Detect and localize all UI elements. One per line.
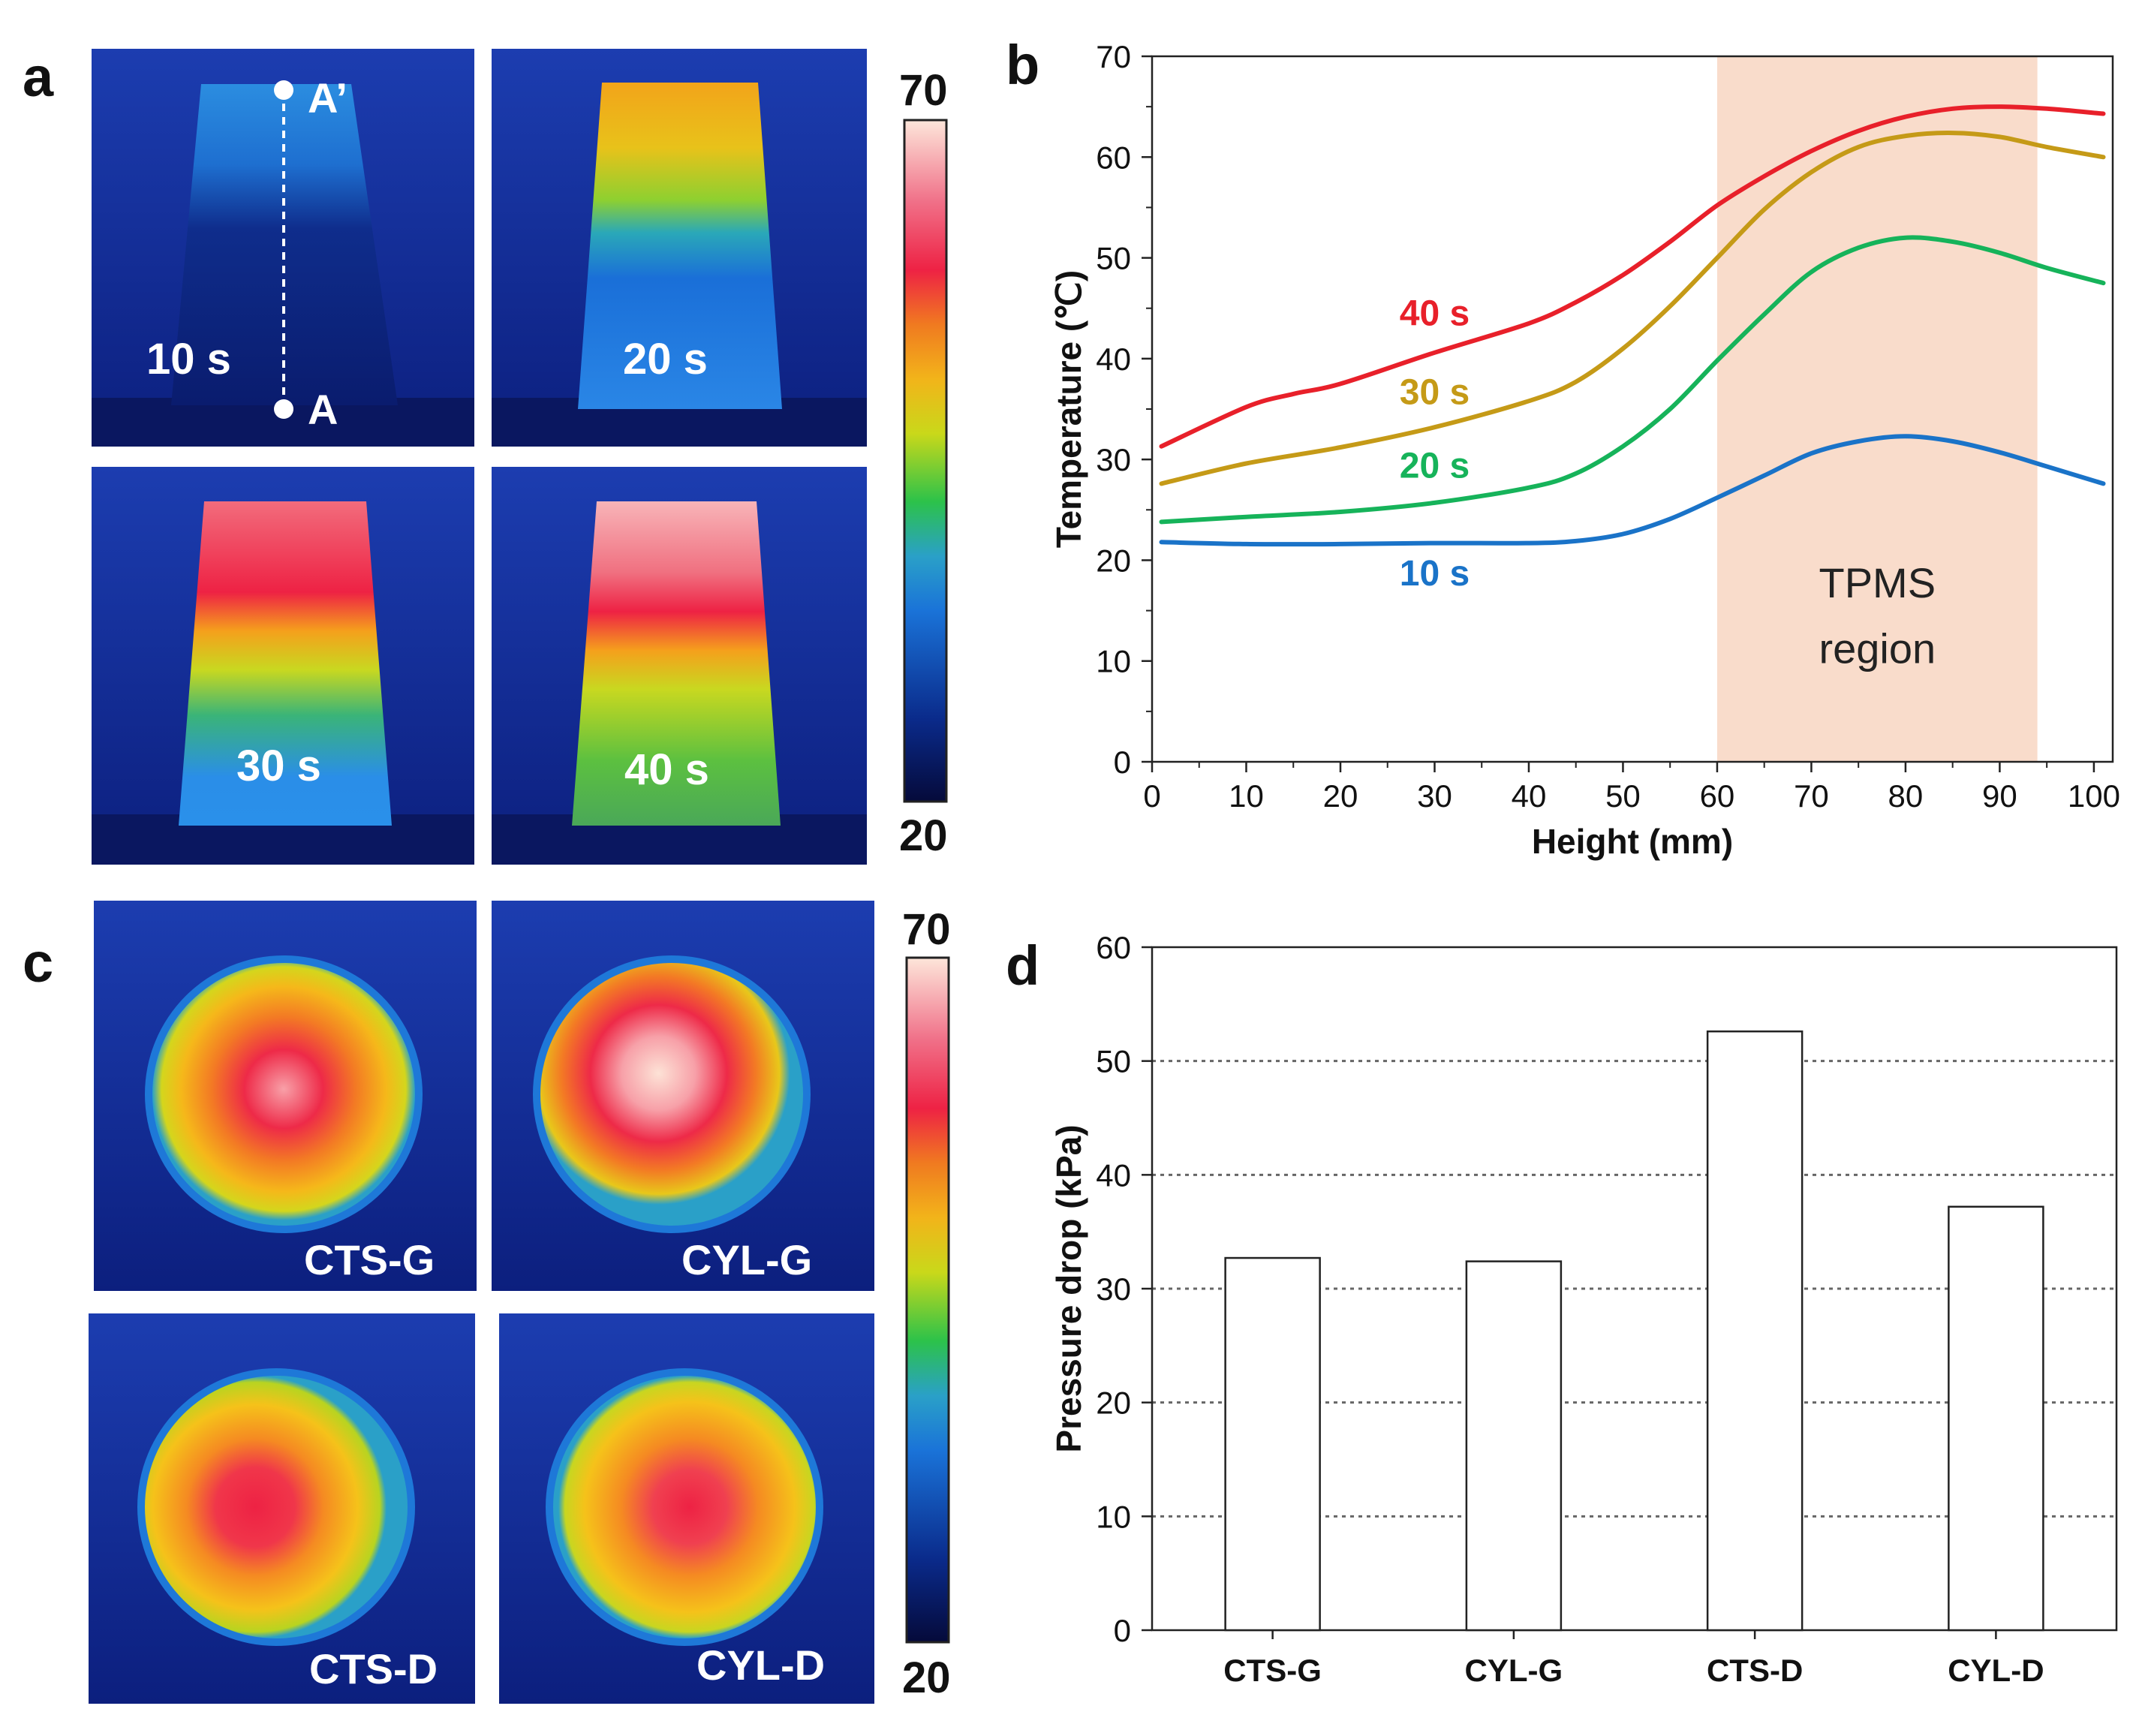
tpms-region-label-line2: region — [1819, 624, 1936, 672]
point-a-prime-marker — [274, 80, 293, 100]
panel-letter-b: b — [1006, 34, 1039, 96]
time-label-30s: 30 s — [236, 742, 321, 790]
series-line-40s — [1159, 104, 2106, 449]
x-tick-label: 40 — [1512, 778, 1547, 814]
x-tick-label: 50 — [1605, 778, 1641, 814]
point-a-prime-label: A’ — [308, 74, 347, 122]
bar-cyl-d — [1948, 1205, 2044, 1632]
colorbar-a: 70 20 — [899, 66, 948, 860]
label-cts-g: CTS-G — [304, 1236, 435, 1283]
y-tick-label: 40 — [1096, 341, 1131, 377]
category-label-cyl-g: CYL-G — [1465, 1653, 1563, 1688]
y-tick-label: 10 — [1096, 644, 1131, 679]
y-tick-label: 30 — [1096, 1271, 1131, 1307]
point-a-label: A — [308, 386, 338, 433]
x-tick-label: 60 — [1700, 778, 1735, 814]
time-label-40s: 40 s — [624, 745, 709, 794]
y-tick-label: 60 — [1096, 930, 1131, 965]
y-tick-label: 20 — [1096, 1385, 1131, 1421]
x-axis-title-b: Height (mm) — [1532, 822, 1733, 861]
panel-letter-d: d — [1006, 934, 1039, 997]
bar-cts-g — [1224, 1256, 1321, 1632]
bar-cyl-g — [1465, 1260, 1563, 1632]
x-tick-label: 0 — [1143, 778, 1160, 814]
series-line-10s — [1159, 434, 2106, 547]
category-label-cyl-d: CYL-D — [1948, 1653, 2044, 1688]
thermal-image-40s: 40 s — [492, 467, 867, 865]
colorbar-c: 70 20 — [902, 905, 951, 1702]
y-axis-title-d: Pressure drop (kPa) — [1049, 1124, 1088, 1452]
x-tick-label: 70 — [1794, 778, 1829, 814]
y-tick-label: 30 — [1096, 442, 1131, 477]
panel-letter-c: c — [23, 931, 53, 994]
y-tick-label: 70 — [1096, 39, 1131, 74]
point-a-marker — [274, 399, 293, 419]
label-cyl-d: CYL-D — [696, 1641, 825, 1689]
thermal-image-10s: A’ A 10 s — [92, 49, 474, 447]
series-line-20s — [1159, 235, 2106, 525]
y-tick-label: 0 — [1114, 1613, 1131, 1648]
temperature-chart: TPMS region 0 10 20 30 40 50 60 70 0 10 20 30 40 50 60 70… — [1049, 39, 2120, 861]
y-tick-label: 20 — [1096, 543, 1131, 578]
category-label-cts-d: CTS-D — [1707, 1653, 1803, 1688]
x-tick-label: 10 — [1229, 778, 1264, 814]
x-tick-label: 80 — [1888, 778, 1924, 814]
y-axis-title-b: Temperature (℃) — [1049, 270, 1088, 548]
x-tick-label: 30 — [1417, 778, 1452, 814]
thermal-image-cts-g: CTS-G — [94, 901, 477, 1291]
x-tick-label: 20 — [1323, 778, 1358, 814]
time-label-10s: 10 s — [146, 335, 231, 384]
thermal-image-cts-d: CTS-D — [89, 1313, 475, 1704]
thermal-image-30s: 30 s — [92, 467, 474, 865]
bar-cts-d — [1706, 1030, 1804, 1632]
y-tick-label: 50 — [1096, 1044, 1131, 1079]
y-tick-label: 50 — [1096, 241, 1131, 276]
y-tick-label: 0 — [1114, 745, 1131, 780]
colorbar-a-max: 70 — [899, 66, 948, 115]
series-label-20s: 20 s — [1400, 446, 1470, 486]
series-label-30s: 30 s — [1400, 372, 1470, 412]
colorbar-c-min: 20 — [902, 1653, 951, 1702]
category-label-cts-g: CTS-G — [1223, 1653, 1322, 1688]
y-tick-label: 10 — [1096, 1499, 1131, 1534]
series-label-40s: 40 s — [1400, 294, 1470, 334]
label-cts-d: CTS-D — [309, 1645, 438, 1692]
thermal-image-20s: 20 s — [492, 49, 867, 447]
tpms-region-label-line1: TPMS — [1819, 559, 1936, 606]
thermal-image-cyl-g: CYL-G — [492, 901, 874, 1291]
pressure-drop-chart: 0 10 20 30 40 50 60 Pressure drop (kPa) CTS-G CYL… — [1049, 930, 2118, 1688]
x-tick-label: 100 — [2068, 778, 2120, 814]
thermal-image-cyl-d: CYL-D — [499, 1313, 874, 1704]
time-label-20s: 20 s — [623, 335, 708, 384]
label-cyl-g: CYL-G — [681, 1236, 812, 1283]
colorbar-c-max: 70 — [902, 905, 951, 954]
y-tick-label: 40 — [1096, 1157, 1131, 1193]
x-tick-label: 90 — [1982, 778, 2017, 814]
colorbar-a-min: 20 — [899, 811, 948, 860]
panel-letter-a: a — [23, 46, 54, 108]
y-tick-label: 60 — [1096, 140, 1131, 175]
series-label-10s: 10 s — [1400, 554, 1470, 594]
series-line-30s — [1159, 131, 2106, 486]
